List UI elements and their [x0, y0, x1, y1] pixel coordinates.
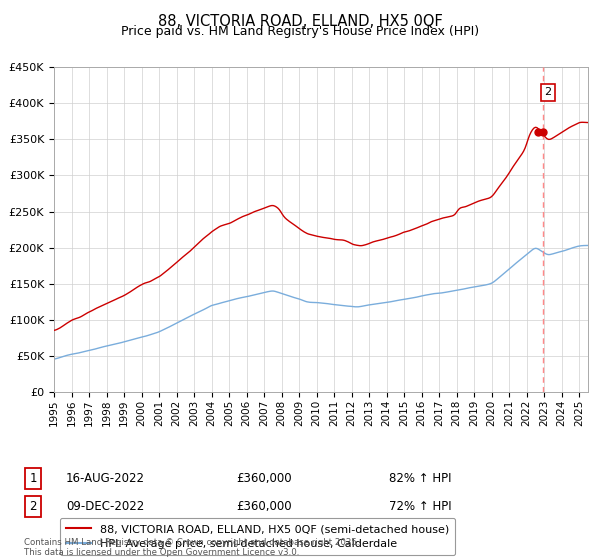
- Text: 72% ↑ HPI: 72% ↑ HPI: [389, 500, 451, 514]
- Text: £360,000: £360,000: [236, 472, 292, 486]
- Text: 1: 1: [29, 472, 37, 486]
- Text: 09-DEC-2022: 09-DEC-2022: [66, 500, 144, 514]
- Text: Price paid vs. HM Land Registry's House Price Index (HPI): Price paid vs. HM Land Registry's House …: [121, 25, 479, 38]
- Text: 82% ↑ HPI: 82% ↑ HPI: [389, 472, 451, 486]
- Text: Contains HM Land Registry data © Crown copyright and database right 2025.
This d: Contains HM Land Registry data © Crown c…: [24, 538, 359, 557]
- Text: 2: 2: [29, 500, 37, 514]
- Text: 2: 2: [544, 87, 551, 97]
- Text: 16-AUG-2022: 16-AUG-2022: [65, 472, 145, 486]
- Text: 88, VICTORIA ROAD, ELLAND, HX5 0QF: 88, VICTORIA ROAD, ELLAND, HX5 0QF: [158, 14, 442, 29]
- Text: £360,000: £360,000: [236, 500, 292, 514]
- Legend: 88, VICTORIA ROAD, ELLAND, HX5 0QF (semi-detached house), HPI: Average price, se: 88, VICTORIA ROAD, ELLAND, HX5 0QF (semi…: [59, 517, 455, 556]
